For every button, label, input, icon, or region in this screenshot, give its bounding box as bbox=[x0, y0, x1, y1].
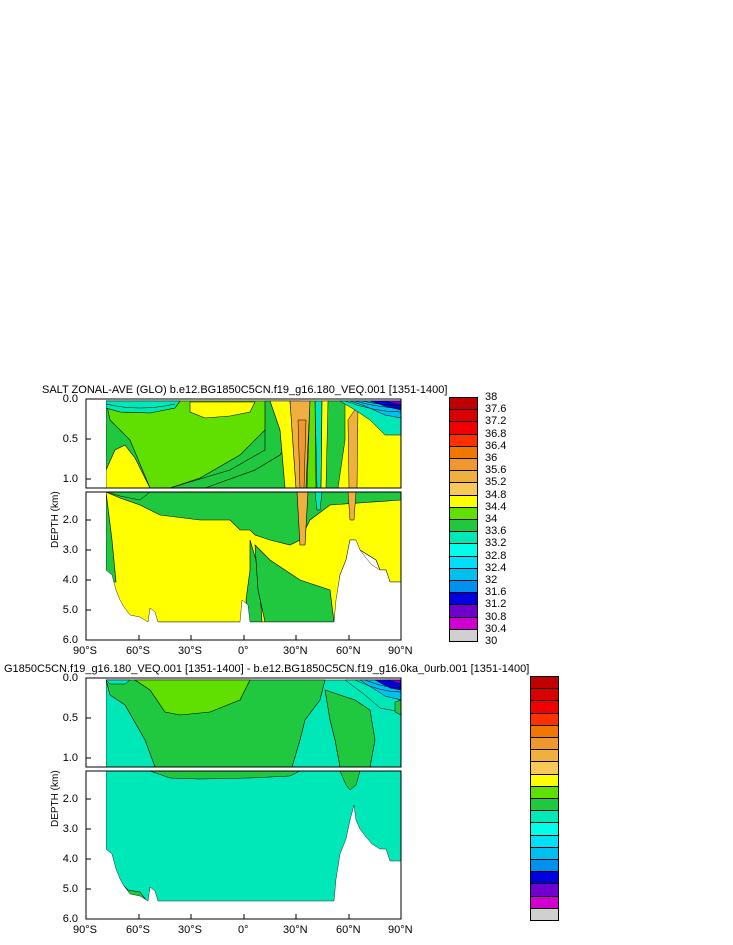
colorbar-box bbox=[530, 883, 559, 897]
p1-xtick-6: 90°N bbox=[388, 645, 413, 657]
colorbar-box bbox=[449, 409, 478, 423]
colorbar-box bbox=[530, 871, 559, 885]
colorbar-box bbox=[530, 724, 559, 738]
colorbar-box bbox=[449, 433, 478, 447]
panel2-title: G1850C5CN.f19_g16.180_VEQ.001 [1351-1400… bbox=[4, 663, 530, 675]
panel2-lower-field bbox=[86, 771, 401, 919]
colorbar-box bbox=[530, 761, 559, 775]
p2-ytick-2: 1.0 bbox=[62, 752, 78, 764]
colorbar-box bbox=[449, 604, 478, 618]
colorbar-box bbox=[530, 810, 559, 824]
colorbar-box bbox=[530, 749, 559, 763]
colorbar-1-label: 32.4 bbox=[485, 561, 507, 574]
p1-xtick-1: 60°S bbox=[126, 645, 150, 657]
p1-ytick-0: 0.0 bbox=[62, 393, 78, 405]
p2-ytick-6: 5.0 bbox=[62, 883, 78, 895]
colorbar-box bbox=[449, 592, 478, 606]
p2-xtick-3: 0° bbox=[238, 924, 249, 936]
p1-ytick-4: 3.0 bbox=[62, 544, 78, 556]
colorbar-1-label: 30 bbox=[485, 635, 498, 647]
colorbar-1-label: 36 bbox=[485, 452, 498, 464]
colorbar-1-label: 37.6 bbox=[485, 403, 507, 416]
colorbar-1 bbox=[449, 397, 478, 642]
p2-xtick-6: 90°N bbox=[388, 924, 413, 936]
panel2-upper-frame bbox=[85, 677, 402, 768]
colorbar-1-label: 34.8 bbox=[485, 488, 507, 501]
panel2-upper-field bbox=[86, 678, 401, 767]
colorbar-box bbox=[449, 421, 478, 435]
colorbar-box bbox=[449, 494, 478, 508]
colorbar-1-label: 35.2 bbox=[485, 476, 507, 489]
p2-xtick-4: 30°N bbox=[283, 924, 308, 936]
colorbar-1-label: 32 bbox=[485, 574, 498, 586]
colorbar-1-label: 30.8 bbox=[485, 610, 507, 623]
colorbar-1-label: 33.6 bbox=[485, 525, 507, 538]
p1-ytick-2: 1.0 bbox=[62, 473, 78, 485]
colorbar-box bbox=[449, 616, 478, 630]
colorbar-box bbox=[530, 688, 559, 702]
colorbar-box bbox=[530, 700, 559, 714]
colorbar-box bbox=[449, 470, 478, 484]
p2-ytick-5: 4.0 bbox=[62, 853, 78, 865]
colorbar-box bbox=[530, 773, 559, 787]
colorbar-box bbox=[449, 445, 478, 459]
colorbar-1-label: 34.4 bbox=[485, 500, 507, 513]
panel1-upper-frame bbox=[85, 398, 402, 489]
p2-xtick-1: 60°S bbox=[126, 924, 150, 936]
p2-xtick-0: 90°S bbox=[73, 924, 97, 936]
colorbar-box bbox=[530, 895, 559, 909]
p1-ytick-5: 4.0 bbox=[62, 574, 78, 586]
p2-ytick-7: 6.0 bbox=[62, 913, 78, 925]
p1-ytick-3: 2.0 bbox=[62, 514, 78, 526]
p2-ytick-1: 0.5 bbox=[62, 712, 78, 724]
colorbar-2 bbox=[530, 676, 559, 921]
p2-ytick-0: 0.0 bbox=[62, 672, 78, 684]
p1-ytick-1: 0.5 bbox=[62, 433, 78, 445]
colorbar-1-label: 31.6 bbox=[485, 586, 507, 599]
panel1-ticks bbox=[85, 398, 402, 641]
p2-xtick-5: 60°N bbox=[336, 924, 361, 936]
colorbar-1-label: 31.2 bbox=[485, 598, 507, 611]
p1-ytick-7: 6.0 bbox=[62, 634, 78, 646]
colorbar-1-label: 36.8 bbox=[485, 427, 507, 440]
colorbar-box bbox=[530, 822, 559, 836]
panel2-ticks bbox=[85, 677, 402, 920]
colorbar-box bbox=[449, 531, 478, 545]
p1-ylabel: DEPTH (km) bbox=[50, 491, 61, 548]
p2-ytick-3: 2.0 bbox=[62, 793, 78, 805]
p1-xtick-4: 30°N bbox=[283, 645, 308, 657]
colorbar-box bbox=[530, 785, 559, 799]
panel1-lower-field bbox=[86, 492, 401, 640]
panel1-upper-field bbox=[86, 399, 401, 488]
p1-xtick-0: 90°S bbox=[73, 645, 97, 657]
colorbar-box bbox=[530, 712, 559, 726]
colorbar-box bbox=[449, 555, 478, 569]
colorbar-box bbox=[449, 543, 478, 557]
colorbar-box bbox=[530, 834, 559, 848]
p2-ytick-4: 3.0 bbox=[62, 823, 78, 835]
colorbar-1-label: 34 bbox=[485, 513, 498, 525]
p2-xtick-2: 30°S bbox=[178, 924, 202, 936]
colorbar-box bbox=[449, 567, 478, 581]
p2-ylabel: DEPTH (km) bbox=[50, 770, 61, 827]
p1-xtick-5: 60°N bbox=[336, 645, 361, 657]
p1-ytick-6: 5.0 bbox=[62, 604, 78, 616]
colorbar-1-label: 35.6 bbox=[485, 464, 507, 477]
p1-xtick-2: 30°S bbox=[178, 645, 202, 657]
colorbar-1-label: 36.4 bbox=[485, 439, 507, 452]
colorbar-1-label: 32.8 bbox=[485, 549, 507, 562]
colorbar-box bbox=[530, 846, 559, 860]
colorbar-1-label: 30.4 bbox=[485, 622, 507, 635]
colorbar-box bbox=[449, 506, 478, 520]
colorbar-box bbox=[449, 628, 478, 642]
colorbar-1-label: 33.2 bbox=[485, 537, 507, 550]
colorbar-1-label: 37.2 bbox=[485, 415, 507, 428]
p1-xtick-3: 0° bbox=[238, 645, 249, 657]
panel1-title: SALT ZONAL-AVE (GLO) b.e12.BG1850C5CN.f1… bbox=[42, 384, 448, 396]
colorbar-1-label: 38 bbox=[485, 391, 498, 403]
colorbar-box bbox=[449, 482, 478, 496]
colorbar-box bbox=[530, 907, 559, 921]
